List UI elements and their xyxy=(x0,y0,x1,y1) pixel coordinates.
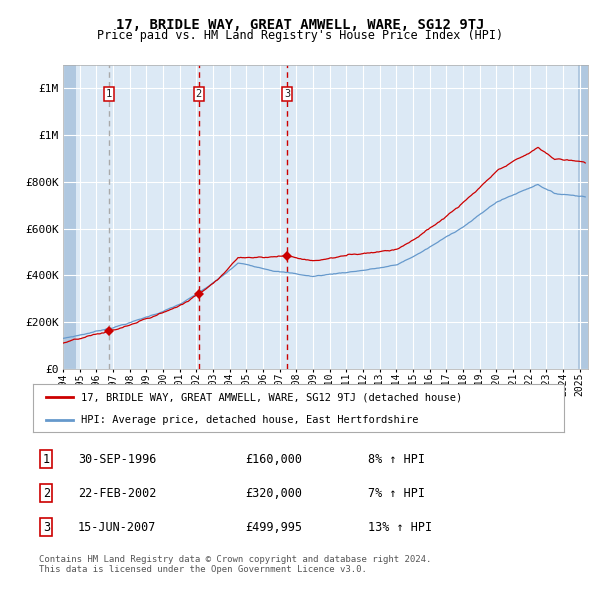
Text: 1: 1 xyxy=(43,453,50,466)
Text: 1: 1 xyxy=(106,88,112,99)
Text: 7% ↑ HPI: 7% ↑ HPI xyxy=(368,487,425,500)
Bar xyxy=(578,65,588,369)
Text: £499,995: £499,995 xyxy=(245,521,302,534)
Text: 3: 3 xyxy=(284,88,290,99)
Text: 8% ↑ HPI: 8% ↑ HPI xyxy=(368,453,425,466)
Text: 13% ↑ HPI: 13% ↑ HPI xyxy=(368,521,431,534)
Text: 15-JUN-2007: 15-JUN-2007 xyxy=(78,521,157,534)
Text: 30-SEP-1996: 30-SEP-1996 xyxy=(78,453,157,466)
Text: HPI: Average price, detached house, East Hertfordshire: HPI: Average price, detached house, East… xyxy=(81,415,418,425)
Text: Price paid vs. HM Land Registry's House Price Index (HPI): Price paid vs. HM Land Registry's House … xyxy=(97,30,503,42)
Text: Contains HM Land Registry data © Crown copyright and database right 2024.: Contains HM Land Registry data © Crown c… xyxy=(39,555,431,563)
Text: 17, BRIDLE WAY, GREAT AMWELL, WARE, SG12 9TJ (detached house): 17, BRIDLE WAY, GREAT AMWELL, WARE, SG12… xyxy=(81,392,462,402)
Bar xyxy=(63,65,76,369)
Text: 17, BRIDLE WAY, GREAT AMWELL, WARE, SG12 9TJ: 17, BRIDLE WAY, GREAT AMWELL, WARE, SG12… xyxy=(116,18,484,32)
Text: 3: 3 xyxy=(43,521,50,534)
Text: This data is licensed under the Open Government Licence v3.0.: This data is licensed under the Open Gov… xyxy=(39,565,367,574)
Text: £320,000: £320,000 xyxy=(245,487,302,500)
Text: 2: 2 xyxy=(43,487,50,500)
Text: 22-FEB-2002: 22-FEB-2002 xyxy=(78,487,157,500)
Text: 2: 2 xyxy=(196,88,202,99)
Text: £160,000: £160,000 xyxy=(245,453,302,466)
